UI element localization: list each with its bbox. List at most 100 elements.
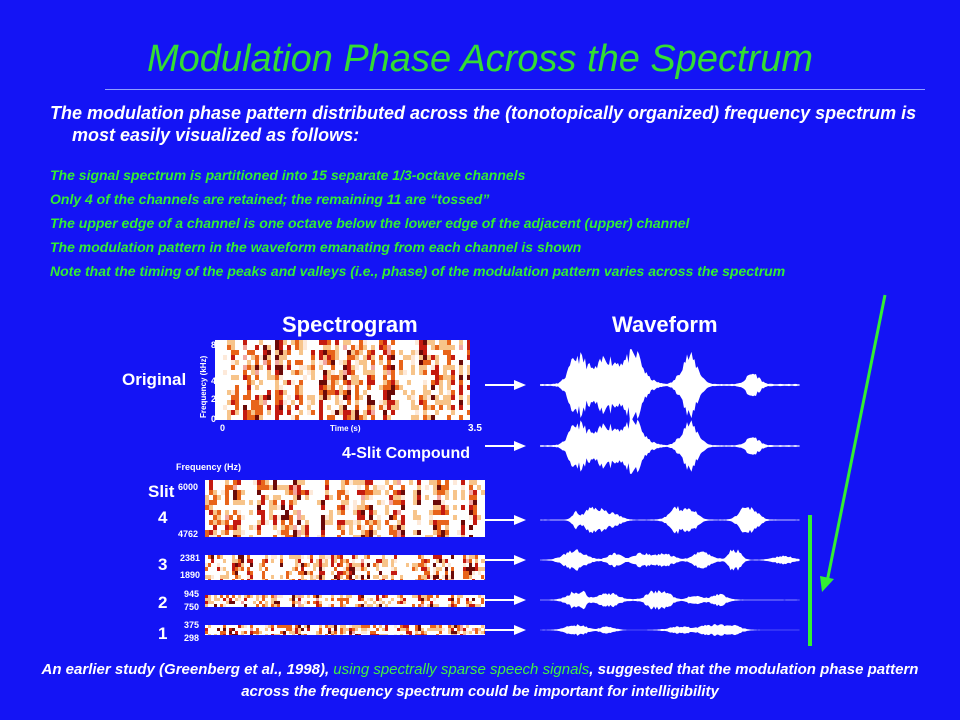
spectrogram-cell xyxy=(323,380,327,385)
spectrogram-cell xyxy=(419,370,423,375)
spectrogram-cell xyxy=(232,555,235,559)
spectrogram-cell xyxy=(301,634,304,635)
spectrogram-cell xyxy=(340,628,343,631)
spectrogram-cell xyxy=(319,579,322,580)
spectrogram-cell xyxy=(445,575,448,579)
spectrogram-cell xyxy=(435,345,439,350)
spectrogram-cell xyxy=(343,559,346,563)
spectrogram-cell xyxy=(365,520,369,525)
spectrogram-cell xyxy=(475,567,478,571)
spectrogram-cell xyxy=(221,520,225,525)
spectrogram-cell xyxy=(383,395,387,400)
spectrogram-cell xyxy=(401,490,405,495)
spectrogram-cell xyxy=(448,579,451,580)
spectrogram-cell xyxy=(453,490,457,495)
spectrogram-cell xyxy=(292,579,295,580)
spectrogram-cell xyxy=(439,400,443,405)
spectrogram-cell xyxy=(475,559,478,563)
spectrogram-cell xyxy=(423,365,427,370)
spectrogram-cell xyxy=(335,380,339,385)
spectrogram-cell xyxy=(275,350,279,355)
spectrogram-cell xyxy=(233,480,237,485)
spectrogram-cell xyxy=(361,525,365,530)
spectrogram-cell xyxy=(385,604,388,607)
spectrogram-cell xyxy=(439,390,443,395)
spectrogram-cell xyxy=(331,360,335,365)
spectrogram-cell xyxy=(382,595,385,598)
spectrogram-cell xyxy=(355,405,359,410)
spectrogram-cell xyxy=(277,601,280,604)
spectrogram-cell xyxy=(319,405,323,410)
spectrogram-cell xyxy=(267,395,271,400)
spectrogram-cell xyxy=(337,525,341,530)
spectrogram-cell xyxy=(467,385,470,390)
spectrogram-cell xyxy=(211,601,214,604)
spectrogram-cell xyxy=(341,530,345,535)
spectrogram-cell xyxy=(400,598,403,601)
spectrogram-cell xyxy=(411,400,415,405)
spectrogram-cell xyxy=(467,355,470,360)
spectrogram-cell xyxy=(251,380,255,385)
spectrogram-cell xyxy=(385,559,388,563)
spectrogram-cell xyxy=(409,634,412,635)
spectrogram-cell xyxy=(256,598,259,601)
spectrogram-cell xyxy=(208,579,211,580)
spectrogram-cell xyxy=(343,390,347,395)
spectrogram-cell xyxy=(345,480,349,485)
spectrogram-cell xyxy=(247,380,251,385)
spectrogram-cell xyxy=(305,525,309,530)
spectrogram-cell xyxy=(400,575,403,579)
spectrogram-cell xyxy=(412,604,415,607)
spectrogram-cell xyxy=(427,340,431,345)
band-edge: 6000 xyxy=(178,482,198,492)
spectrogram-cell xyxy=(447,350,451,355)
spectrogram-cell xyxy=(473,505,477,510)
spectrogram-cell xyxy=(331,598,334,601)
waveform xyxy=(540,418,800,474)
heading: Spectrogram xyxy=(282,312,418,337)
spectrogram-cell xyxy=(423,350,427,355)
spectrogram-cell xyxy=(295,595,298,598)
spectrogram-cell xyxy=(385,490,389,495)
spectrogram-cell xyxy=(247,410,251,415)
spectrogram-cell xyxy=(377,500,381,505)
spectrogram-cell xyxy=(411,350,415,355)
waveform xyxy=(540,506,800,534)
spectrogram-cell xyxy=(427,575,430,579)
spectrogram-cell xyxy=(478,631,481,634)
spectrogram-cell xyxy=(463,575,466,579)
spectrogram-cell xyxy=(418,563,421,567)
spectrogram-cell xyxy=(293,530,297,535)
spectrogram-cell xyxy=(293,495,297,500)
spectrogram-cell xyxy=(439,385,443,390)
spectrogram-cell xyxy=(287,380,291,385)
spectrogram-cell xyxy=(361,495,365,500)
spectrogram-cell xyxy=(295,340,299,345)
spectrogram-cell xyxy=(391,571,394,575)
spectrogram-cell xyxy=(335,375,339,380)
spectrogram-cell xyxy=(274,598,277,601)
spectrogram-cell xyxy=(361,505,365,510)
spectrogram-cell xyxy=(349,579,352,580)
spectrogram-cell xyxy=(261,500,265,505)
spectrogram-cell xyxy=(241,555,244,559)
spectrogram-cell xyxy=(327,370,331,375)
slit-number: 1 xyxy=(158,624,167,643)
spectrogram-cell xyxy=(361,500,365,505)
spectrogram-cell xyxy=(467,370,470,375)
spectrogram-cell xyxy=(275,400,279,405)
spectrogram-cell xyxy=(385,505,389,510)
spectrogram-cell xyxy=(427,390,431,395)
spectrogram-cell xyxy=(345,505,349,510)
spectrogram-cell xyxy=(238,625,241,628)
spectrogram-cell xyxy=(484,628,485,631)
spectrogram-cell xyxy=(325,495,329,500)
spectrogram-cell xyxy=(451,380,455,385)
spectrogram-cell xyxy=(307,628,310,631)
spectrogram-cell xyxy=(409,480,413,485)
spectrogram-cell xyxy=(393,480,397,485)
spectrogram-cell xyxy=(313,563,316,567)
spectrogram-cell xyxy=(295,559,298,563)
spectrogram-cell xyxy=(205,575,208,579)
spectrogram-cell xyxy=(316,634,319,635)
